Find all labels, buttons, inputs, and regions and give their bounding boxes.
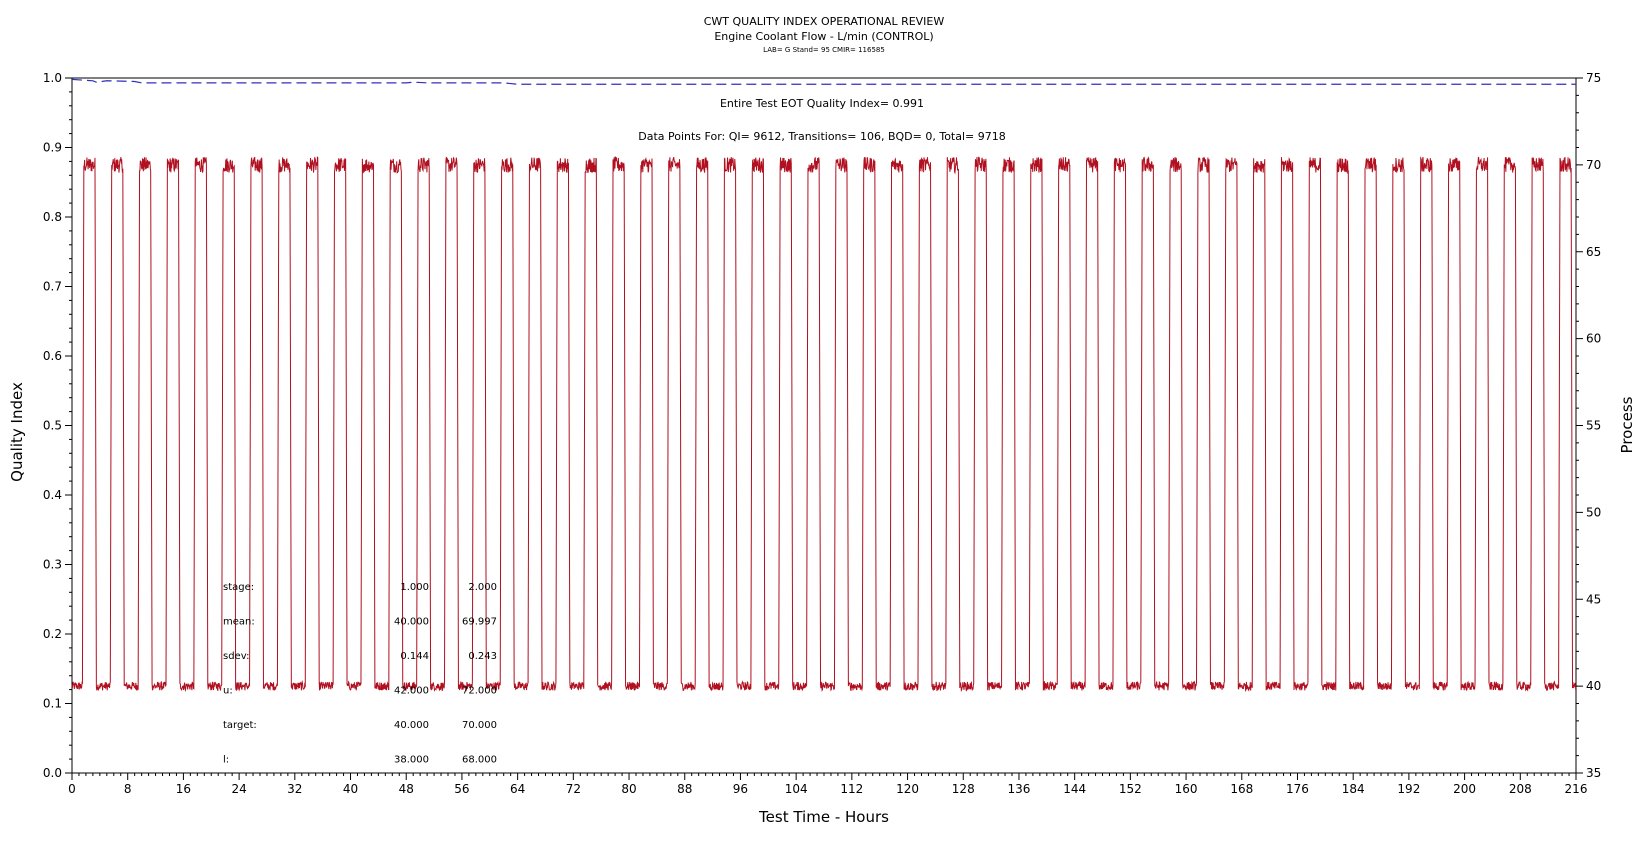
- x-tick-label: 8: [124, 782, 132, 796]
- y-right-tick-label: 40: [1586, 679, 1601, 693]
- data-points-annotation: Data Points For: QI= 9612, Transitions= …: [638, 130, 1006, 143]
- y-left-tick-label: 0.9: [43, 141, 62, 155]
- y-right-tick-label: 75: [1586, 71, 1601, 85]
- x-tick-label: 16: [176, 782, 191, 796]
- stats-row-value-2: 70.000: [462, 720, 497, 731]
- stats-row-label: mean:: [223, 617, 255, 628]
- x-tick-label: 112: [840, 782, 863, 796]
- x-tick-label: 32: [287, 782, 302, 796]
- y-right-tick-label: 45: [1586, 592, 1601, 606]
- stats-row-value-2: 2.000: [468, 582, 497, 593]
- stats-row-value-1: 0.144: [400, 651, 429, 662]
- x-axis-label: Test Time - Hours: [758, 808, 889, 826]
- y-right-tick-label: 35: [1586, 766, 1601, 780]
- chart-subsubtitle: LAB= G Stand= 95 CMIR= 116585: [763, 46, 885, 54]
- y-left-tick-label: 0.2: [43, 627, 62, 641]
- y-axis-left: 0.0 0.1 0.2 0.3 0.4 0.5 0.6 0.7 0.8 0.9 1.0: [43, 71, 72, 780]
- y-left-tick-label: 0.1: [43, 697, 62, 711]
- x-tick-label: 48: [399, 782, 414, 796]
- y-axis-left-label: Quality Index: [8, 382, 26, 482]
- stats-row-label: sdev:: [223, 651, 249, 662]
- eot-annotation: Entire Test EOT Quality Index= 0.991: [720, 97, 924, 110]
- stats-row-value-1: 40.000: [394, 617, 429, 628]
- plot-border: [71, 77, 1577, 774]
- stats-row-value-1: 1.000: [400, 582, 429, 593]
- stats-row-value-1: 42.000: [394, 686, 429, 697]
- plot-frame: [71, 77, 1577, 774]
- x-tick-label: 88: [677, 782, 692, 796]
- x-tick-label: 192: [1397, 782, 1420, 796]
- stats-row-label: l:: [223, 755, 229, 766]
- x-tick-label: 104: [785, 782, 808, 796]
- quality-index-series-line: [71, 78, 1576, 85]
- process-series-line: [71, 155, 1577, 693]
- x-tick-label: 160: [1175, 782, 1198, 796]
- x-tick-label: 136: [1008, 782, 1031, 796]
- x-tick-label: 40: [343, 782, 358, 796]
- stats-table: stage: 1.000 2.000 mean: 40.000 69.997 sdev: 0.…: [223, 582, 497, 766]
- x-tick-label: 200: [1453, 782, 1476, 796]
- x-tick-label: 128: [952, 782, 975, 796]
- y-left-tick-label: 0.5: [43, 419, 62, 433]
- stats-row-label: target:: [223, 720, 257, 731]
- x-tick-label: 0: [68, 782, 76, 796]
- x-tick-label: 216: [1565, 782, 1588, 796]
- stats-row-value-1: 38.000: [394, 755, 429, 766]
- x-axis: 0 8 16 24 32 40 48 56 64 72 80 88 96 104 112 120 128 136 1…: [68, 773, 1587, 796]
- y-left-tick-label: 0.8: [43, 210, 62, 224]
- stats-row-value-2: 69.997: [462, 617, 497, 628]
- x-tick-label: 120: [896, 782, 919, 796]
- x-tick-label: 152: [1119, 782, 1142, 796]
- x-tick-label: 176: [1286, 782, 1309, 796]
- x-tick-label: 168: [1230, 782, 1253, 796]
- y-left-tick-label: 1.0: [43, 71, 62, 85]
- stats-row-value-2: 0.243: [468, 651, 497, 662]
- stats-row-value-2: 72.000: [462, 686, 497, 697]
- x-tick-label: 72: [566, 782, 581, 796]
- stats-row-value-2: 68.000: [462, 755, 497, 766]
- y-right-tick-label: 70: [1586, 158, 1601, 172]
- y-axis-right: 35 40 45 50 55 60 65 70 75: [1576, 71, 1601, 780]
- y-left-tick-label: 0.4: [43, 488, 62, 502]
- y-right-tick-label: 60: [1586, 332, 1601, 346]
- x-tick-label: 184: [1342, 782, 1365, 796]
- y-left-tick-label: 0.3: [43, 558, 62, 572]
- series-layer: [71, 78, 1577, 693]
- stats-row-label: u:: [223, 686, 233, 697]
- x-tick-label: 80: [621, 782, 636, 796]
- x-tick-label: 56: [454, 782, 469, 796]
- x-tick-label: 96: [733, 782, 748, 796]
- y-left-tick-label: 0.6: [43, 349, 62, 363]
- y-right-tick-label: 55: [1586, 419, 1601, 433]
- x-tick-label: 144: [1063, 782, 1086, 796]
- y-left-tick-label: 0.7: [43, 280, 62, 294]
- chart-subtitle: Engine Coolant Flow - L/min (CONTROL): [714, 30, 933, 43]
- chart-title: CWT QUALITY INDEX OPERATIONAL REVIEW: [704, 15, 945, 28]
- y-left-tick-label: 0.0: [43, 766, 62, 780]
- x-tick-label: 208: [1509, 782, 1532, 796]
- y-axis-right-label: Process: [1618, 396, 1636, 453]
- x-tick-label: 24: [231, 782, 246, 796]
- y-right-tick-label: 65: [1586, 245, 1601, 259]
- y-right-tick-label: 50: [1586, 505, 1601, 519]
- stats-row-value-1: 40.000: [394, 720, 429, 731]
- x-tick-label: 64: [510, 782, 525, 796]
- stats-row-label: stage:: [223, 582, 254, 593]
